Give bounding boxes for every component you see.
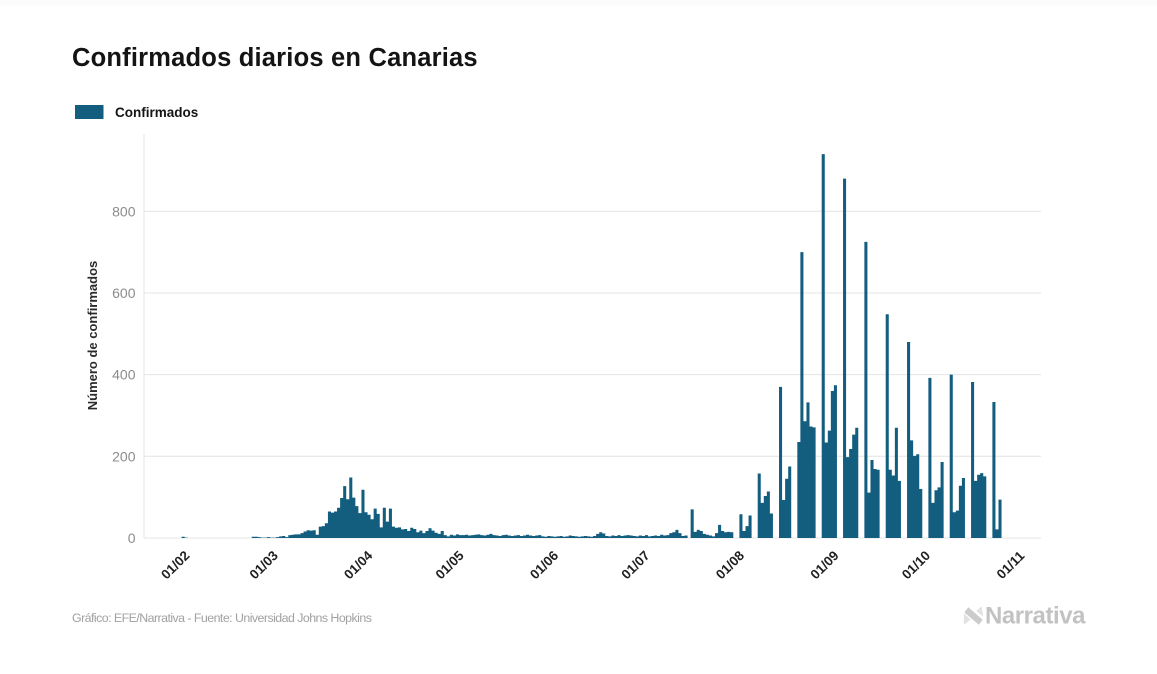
- svg-text:400: 400: [112, 367, 136, 383]
- svg-text:600: 600: [112, 285, 136, 301]
- svg-text:Confirmados diarios en Canaria: Confirmados diarios en Canarias: [72, 44, 478, 72]
- svg-text:0: 0: [128, 530, 136, 546]
- svg-text:Número de confirmados: Número de confirmados: [85, 261, 100, 411]
- svg-text:Narrativa: Narrativa: [985, 603, 1086, 630]
- svg-text:200: 200: [112, 448, 136, 464]
- svg-text:800: 800: [112, 203, 136, 219]
- svg-text:Confirmados: Confirmados: [115, 105, 198, 120]
- svg-text:Gráfico: EFE/Narrativa - Fuent: Gráfico: EFE/Narrativa - Fuente: Univers…: [72, 611, 372, 625]
